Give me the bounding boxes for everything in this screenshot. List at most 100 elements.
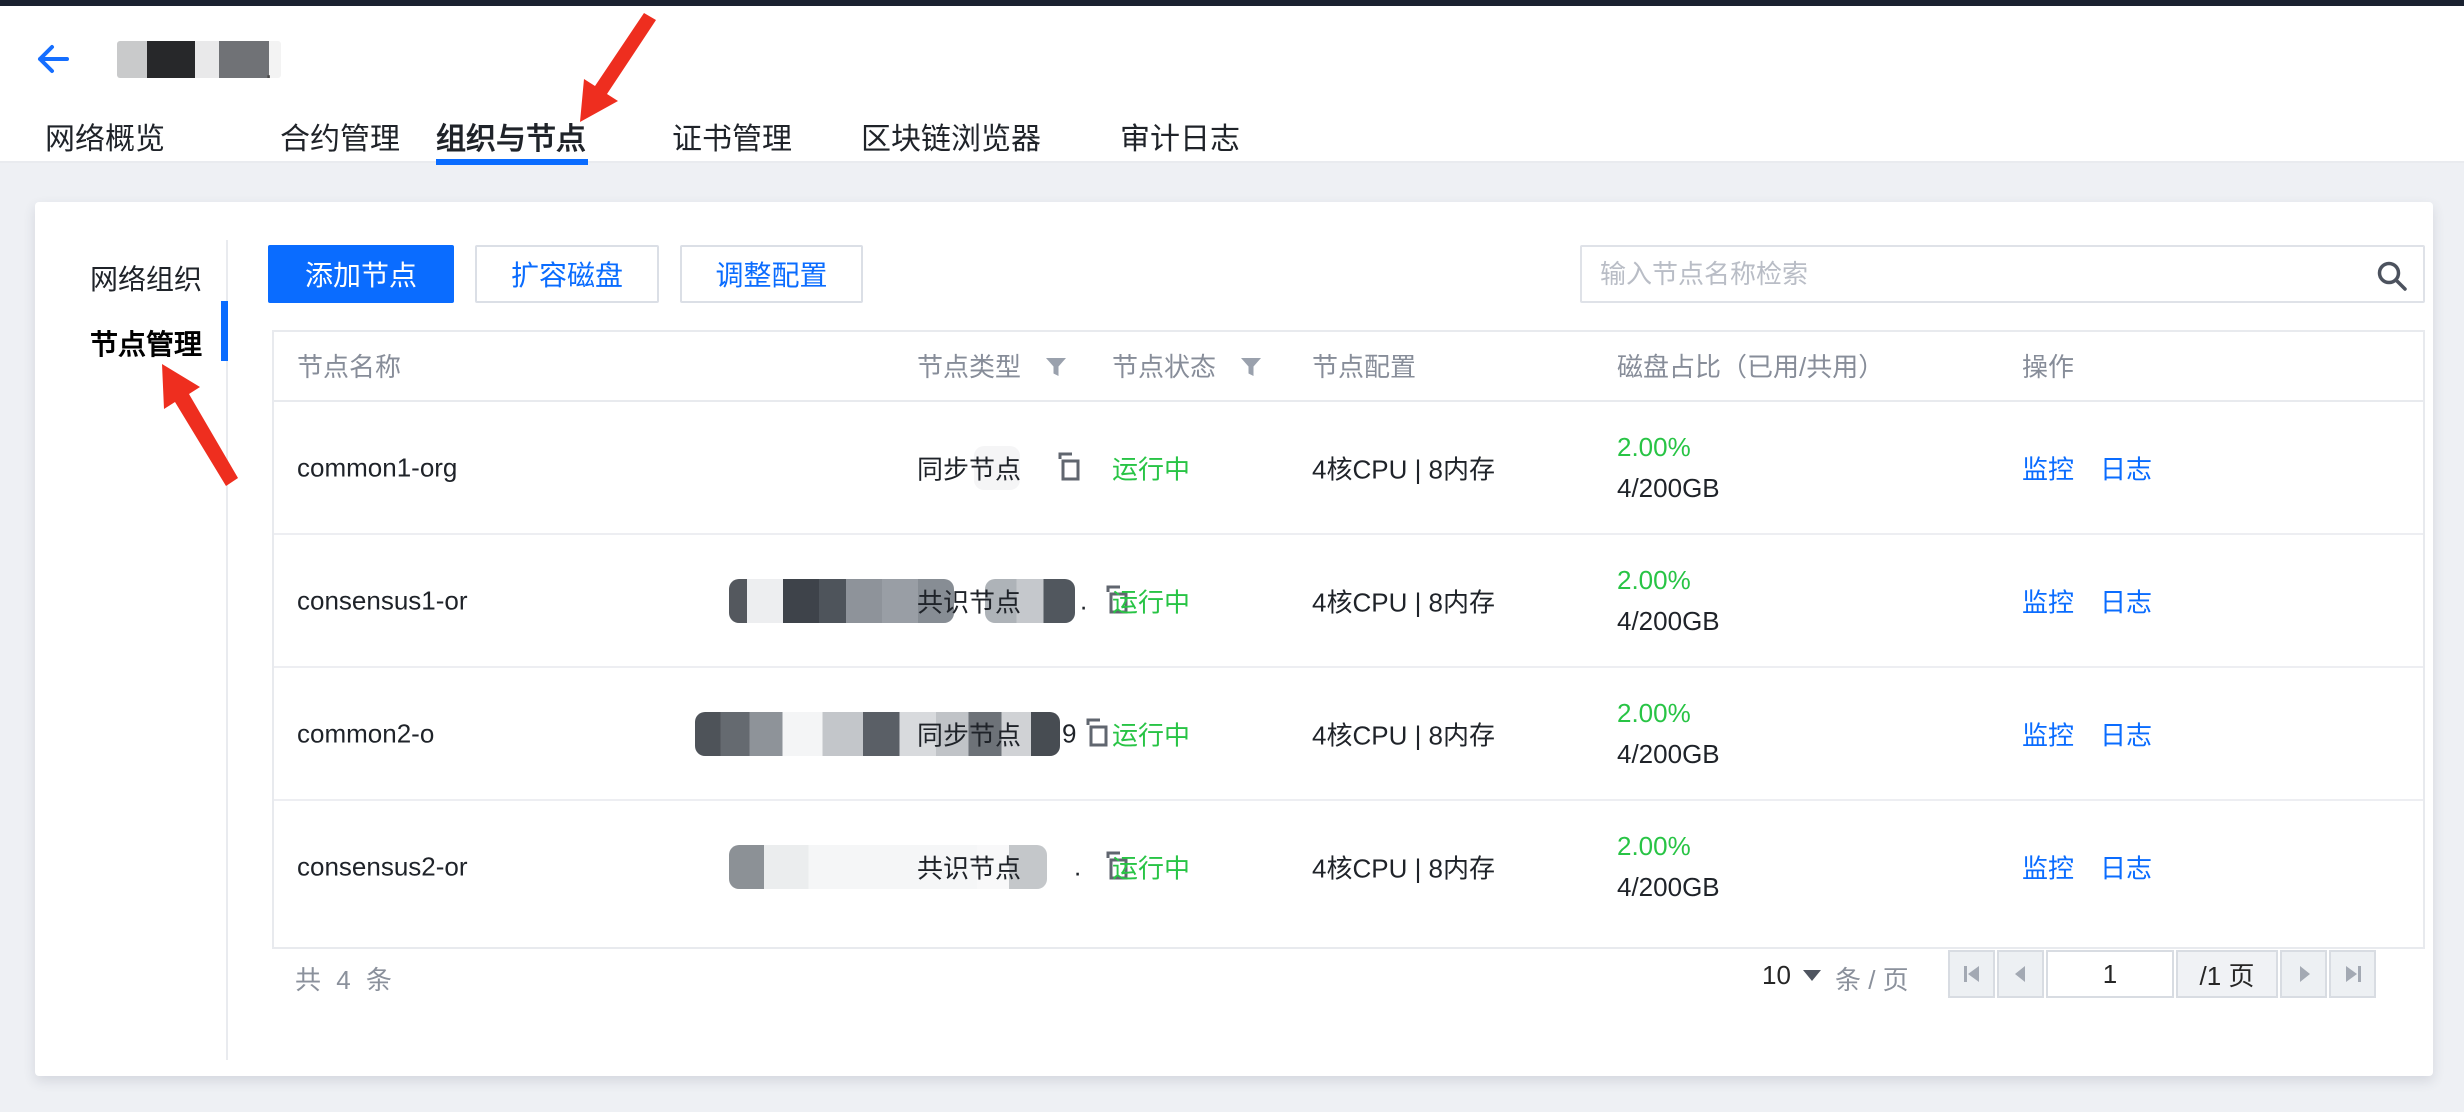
last-page-button[interactable]	[2329, 950, 2376, 998]
monitor-link[interactable]: 监控	[2022, 720, 2075, 750]
monitor-link[interactable]: 监控	[2022, 454, 2075, 484]
node-name: consensus2-or	[297, 851, 468, 881]
disk-usage: 2.00% 4/200GB	[1617, 831, 1720, 903]
monitor-link[interactable]: 监控	[2022, 587, 2075, 617]
node-type-filter-icon[interactable]	[1044, 355, 1068, 379]
disk-percent: 2.00%	[1617, 830, 1691, 861]
disk-amount: 4/200GB	[1617, 871, 1720, 902]
col-node-name: 节点名称	[297, 352, 402, 382]
tab-network-overview[interactable]: 网络概览	[45, 123, 165, 156]
network-title-redacted	[117, 41, 281, 78]
copy-icon[interactable]	[1080, 717, 1112, 751]
name-suffix: 9	[1062, 718, 1077, 748]
col-disk-usage: 磁盘占比（已用/共用）	[1617, 352, 1885, 382]
log-link[interactable]: 日志	[2100, 853, 2153, 883]
tab-bar: 网络概览 合约管理 组织与节点 证书管理 区块链浏览器 审计日志	[0, 114, 2464, 160]
monitor-link[interactable]: 监控	[2022, 853, 2075, 883]
first-page-button[interactable]	[1948, 950, 1995, 998]
disk-usage: 2.00% 4/200GB	[1617, 565, 1720, 637]
node-status-filter-icon[interactable]	[1239, 355, 1263, 379]
disk-amount: 4/200GB	[1617, 605, 1720, 636]
page-number-input[interactable]	[2046, 950, 2174, 998]
node-search-box	[1580, 245, 2425, 303]
disk-usage: 2.00% 4/200GB	[1617, 432, 1720, 504]
copy-icon[interactable]	[1052, 451, 1084, 485]
tab-audit-log[interactable]: 审计日志	[1120, 123, 1240, 156]
sidebar-item-network-org[interactable]: 网络组织	[90, 264, 203, 295]
sidebar-active-indicator	[221, 301, 228, 361]
col-actions: 操作	[2022, 352, 2075, 382]
name-redaction	[729, 578, 954, 623]
row-divider	[274, 666, 2423, 668]
total-pages-label: /1 页	[2176, 950, 2278, 998]
log-link[interactable]: 日志	[2100, 587, 2153, 617]
pagination-bar: /1 页	[1948, 950, 2376, 998]
tab-cert-management[interactable]: 证书管理	[672, 123, 792, 156]
copy-icon[interactable]	[1100, 584, 1132, 618]
table-row: common2-o 9 同步节点 运行中 4核CPU | 8内存 2.00% 4…	[274, 668, 2423, 799]
node-type: 同步节点	[917, 454, 1022, 484]
node-status-badge: 运行中	[1112, 853, 1191, 883]
node-status-badge: 运行中	[1112, 720, 1191, 750]
node-table: 节点名称 节点类型 节点状态 节点配置 磁盘占比（已用/共用） 操作 commo…	[272, 330, 2425, 949]
content-card: 网络组织 节点管理 添加节点 扩容磁盘 调整配置 节点名称 节点类型 节点状态	[35, 202, 2433, 1076]
title-tail: .	[265, 54, 273, 84]
total-count-label: 共 4 条	[295, 965, 396, 995]
tab-contract-management[interactable]: 合约管理	[280, 123, 400, 156]
back-arrow-icon[interactable]	[36, 42, 70, 76]
last-page-icon	[2345, 966, 2361, 982]
disk-percent: 2.00%	[1617, 431, 1691, 462]
node-type: 同步节点	[917, 720, 1022, 750]
chevron-down-icon[interactable]	[1803, 970, 1821, 981]
node-config: 4核CPU | 8内存	[1312, 454, 1496, 484]
table-row: consensus1-or . 共识节点 运行中 4核CPU | 8内存 2.0…	[274, 535, 2423, 666]
page-size-select[interactable]: 10	[1762, 960, 1791, 990]
node-status-badge: 运行中	[1112, 454, 1191, 484]
col-node-config: 节点配置	[1312, 352, 1417, 382]
log-link[interactable]: 日志	[2100, 720, 2153, 750]
name-redaction	[729, 844, 1047, 889]
name-redaction	[985, 578, 1075, 623]
row-divider	[274, 799, 2423, 801]
node-status-badge: 运行中	[1112, 587, 1191, 617]
prev-page-icon	[2014, 966, 2025, 982]
search-icon[interactable]	[2375, 259, 2409, 293]
col-node-status: 节点状态	[1112, 352, 1217, 382]
name-redaction	[974, 445, 1020, 490]
log-link[interactable]: 日志	[2100, 454, 2153, 484]
row-divider	[274, 533, 2423, 535]
node-type: 共识节点	[917, 853, 1022, 883]
node-type: 共识节点	[917, 587, 1022, 617]
expand-disk-button[interactable]: 扩容磁盘	[475, 245, 659, 303]
node-config: 4核CPU | 8内存	[1312, 587, 1496, 617]
page-header: . 网络概览 合约管理 组织与节点 证书管理 区块链浏览器 审计日志	[0, 6, 2464, 165]
table-row: common1-org 同步节点 运行中 4核CPU | 8内存 2.00% 4…	[274, 402, 2423, 533]
next-page-button[interactable]	[2280, 950, 2327, 998]
name-redaction	[695, 711, 1060, 756]
disk-usage: 2.00% 4/200GB	[1617, 698, 1720, 770]
tab-org-and-nodes[interactable]: 组织与节点	[436, 123, 586, 156]
disk-percent: 2.00%	[1617, 564, 1691, 595]
copy-icon[interactable]	[1100, 850, 1132, 884]
prev-page-button[interactable]	[1997, 950, 2044, 998]
adjust-config-button[interactable]: 调整配置	[680, 245, 863, 303]
disk-percent: 2.00%	[1617, 697, 1691, 728]
sidebar-item-node-management[interactable]: 节点管理	[90, 329, 203, 360]
add-node-button[interactable]: 添加节点	[268, 245, 454, 303]
tab-blockchain-browser[interactable]: 区块链浏览器	[861, 123, 1041, 156]
node-name: common2-o	[297, 718, 435, 748]
table-row: consensus2-or . 共识节点 运行中 4核CPU | 8内存 2.0…	[274, 801, 2423, 932]
disk-amount: 4/200GB	[1617, 472, 1720, 503]
disk-amount: 4/200GB	[1617, 738, 1720, 769]
first-page-icon	[1963, 966, 1979, 982]
active-tab-underline	[436, 159, 588, 165]
node-name: consensus1-or	[297, 585, 468, 615]
top-strip	[0, 0, 2464, 6]
search-input[interactable]	[1582, 247, 2423, 301]
per-page-label: 条 / 页	[1835, 965, 1909, 995]
next-page-icon	[2299, 966, 2310, 982]
name-suffix: .	[1080, 585, 1088, 615]
name-suffix: .	[1074, 851, 1082, 881]
col-node-type: 节点类型	[917, 352, 1022, 382]
